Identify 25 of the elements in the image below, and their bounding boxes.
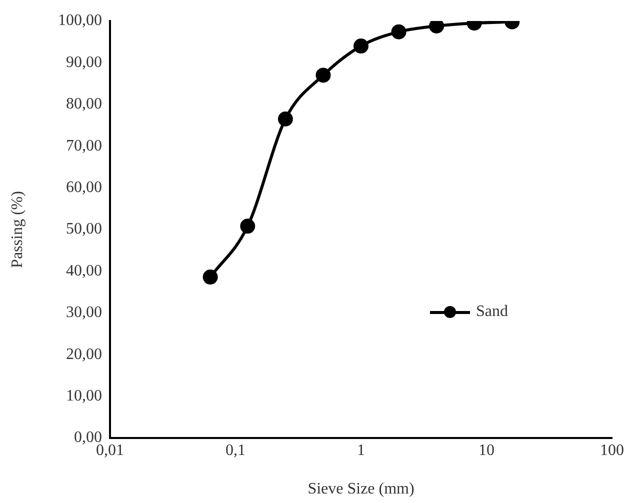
point [202, 270, 218, 285]
y-tick-label: 100,00 [58, 12, 102, 30]
y-tick-label: 50,00 [66, 220, 102, 238]
y-tick-label: 10,00 [66, 388, 102, 405]
point [278, 111, 293, 126]
x-tick-label: 10 [478, 442, 494, 459]
point [429, 21, 444, 34]
x-tick-label: 0,1 [226, 442, 246, 459]
y-tick-label: 30,00 [66, 304, 102, 322]
point [240, 218, 256, 234]
x-axis-title: Sieve Size (mm) [308, 480, 414, 498]
point [391, 24, 406, 40]
point [354, 38, 368, 54]
legend-label: Sand [476, 303, 508, 321]
y-tick-label: 90,00 [66, 54, 102, 71]
y-tick-label: 80,00 [66, 96, 102, 113]
x-tick-label: 0,01 [96, 442, 124, 459]
y-axis-title: Passing (%) [8, 191, 26, 268]
y-tick-label: 60,00 [66, 179, 102, 196]
y-tick-label: 20,00 [66, 346, 102, 363]
y-tick-label: 40,00 [66, 262, 102, 280]
y-tick-label: 70,00 [66, 137, 102, 154]
x-tick-label: 100 [600, 442, 624, 459]
point [316, 68, 331, 83]
x-tick-label: 1 [357, 442, 365, 459]
